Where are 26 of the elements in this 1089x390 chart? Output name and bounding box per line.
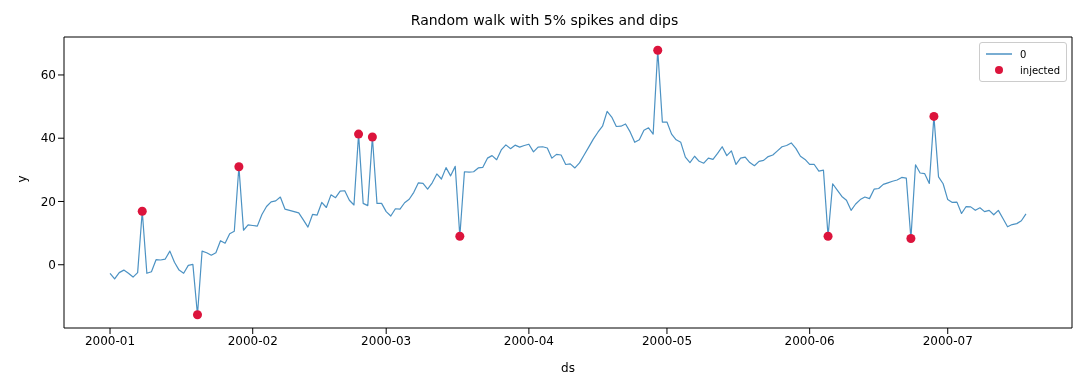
y-tick-label: 40 (40, 131, 56, 146)
point (653, 45, 663, 55)
point (455, 231, 465, 241)
x-tick-label: 2000-03 (361, 333, 412, 348)
x-axis-title: ds (561, 361, 575, 375)
y-tick-label: 60 (40, 68, 56, 83)
y-tick-label: 0 (48, 258, 56, 272)
y-axis-title: y (15, 175, 30, 183)
point (823, 231, 833, 241)
chart-title: Random walk with 5% spikes and dips (409, 12, 680, 28)
x-tick-label: 2000-01 (84, 333, 136, 348)
x-tick-label: 2000-04 (503, 333, 554, 348)
x-tick-label: 2000-07 (922, 333, 973, 348)
x-tick-label: 2000-05 (641, 333, 693, 348)
point (906, 233, 916, 243)
point (367, 132, 377, 142)
x-tick-label: 2000-02 (227, 333, 278, 348)
y-tick-label: 20 (40, 194, 56, 209)
point (137, 206, 147, 216)
legend-label: 0 (1020, 48, 1027, 60)
point (192, 310, 202, 320)
point (354, 129, 364, 139)
legend-label: injected (1020, 64, 1060, 76)
point (929, 111, 939, 121)
point (234, 162, 244, 172)
x-tick-label: 2000-06 (784, 333, 835, 348)
